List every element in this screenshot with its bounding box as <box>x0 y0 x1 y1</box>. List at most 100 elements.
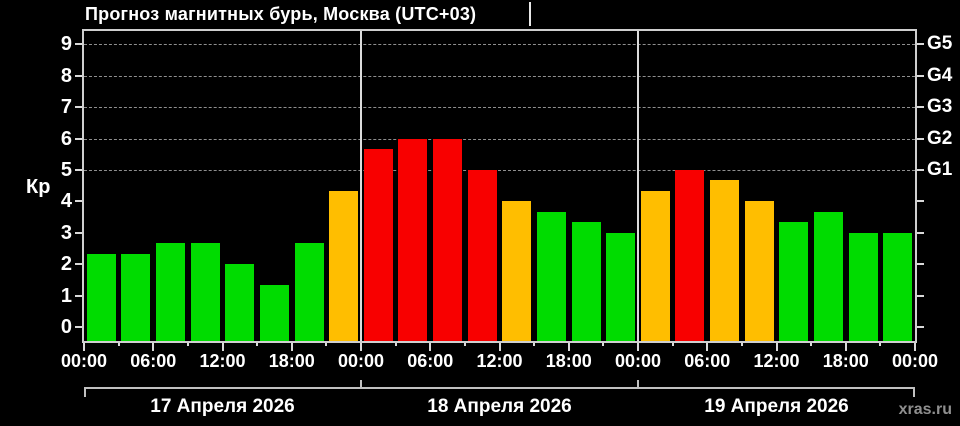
x-tick-minor <box>325 341 328 346</box>
g-scale-label: G3 <box>927 96 953 118</box>
x-tick-major <box>567 341 570 351</box>
y-tick-left <box>75 169 83 171</box>
x-tick-label: 06:00 <box>684 351 731 371</box>
date-ruler-day-tick <box>637 380 639 389</box>
g-scale-label: G1 <box>927 159 953 180</box>
y-tick-right <box>916 231 924 234</box>
y-tick-label: 9 <box>60 33 72 56</box>
kp-bar <box>848 232 878 341</box>
g-scale-label: G2 <box>927 127 953 149</box>
kp-bar <box>294 243 324 341</box>
x-tick-minor <box>810 341 813 346</box>
kp-bar <box>467 170 497 341</box>
x-tick-major <box>221 341 224 351</box>
x-tick-minor <box>463 341 466 346</box>
x-tick-label: 18:00 <box>268 351 315 371</box>
x-tick-label: 00:00 <box>614 351 662 371</box>
x-tick-minor <box>602 341 605 346</box>
y-tick-left <box>75 43 83 46</box>
kp-bar <box>363 148 393 341</box>
date-ruler-end-tick <box>84 387 86 397</box>
gridline-kp9 <box>84 44 915 46</box>
y-tick-right <box>916 263 924 266</box>
watermark: xras.ru <box>898 401 952 418</box>
date-label: 19 Апреля 2026 <box>704 396 849 417</box>
gridline-kp8 <box>84 75 915 77</box>
x-tick-label: 12:00 <box>199 351 246 371</box>
y-tick-right <box>916 137 924 140</box>
x-tick-major <box>83 341 85 351</box>
y-tick-label: 2 <box>60 253 72 276</box>
x-tick-major <box>844 341 847 351</box>
x-tick-minor <box>740 341 743 346</box>
x-tick-minor <box>117 341 120 346</box>
x-tick-label: 06:00 <box>130 351 177 371</box>
y-tick-left <box>75 137 83 140</box>
x-tick-label: 12:00 <box>753 351 800 371</box>
y-tick-left <box>75 200 83 203</box>
x-tick-label: 18:00 <box>822 351 869 371</box>
kp-bar <box>536 211 566 341</box>
x-tick-label: 12:00 <box>476 351 523 371</box>
x-tick-major <box>706 341 709 351</box>
kp-bar <box>225 264 255 341</box>
kp-bar <box>156 243 186 341</box>
kp-bar <box>710 180 740 341</box>
x-tick-minor <box>533 341 536 346</box>
day-separator <box>637 31 639 341</box>
kp-bar <box>640 191 670 341</box>
y-tick-label: 1 <box>60 284 72 307</box>
gridline-kp7 <box>84 107 915 109</box>
y-tick-right <box>916 326 924 328</box>
y-tick-label: 3 <box>60 221 72 244</box>
x-tick-minor <box>879 341 882 346</box>
x-tick-label: 00:00 <box>337 351 385 371</box>
kp-bar <box>86 253 116 341</box>
g-scale-label: G4 <box>927 64 953 86</box>
y-tick-right <box>916 74 924 77</box>
x-tick-major <box>152 341 155 351</box>
y-tick-right <box>916 106 924 109</box>
kp-bar <box>675 170 705 341</box>
x-tick-minor <box>256 341 259 346</box>
y-tick-label: 4 <box>60 190 72 213</box>
y-tick-left <box>75 263 83 266</box>
kp-bar <box>883 232 913 341</box>
x-tick-major <box>914 341 916 351</box>
text-cursor-caret <box>529 2 531 26</box>
date-ruler-end-tick <box>913 387 915 397</box>
kp-bar <box>744 201 774 341</box>
chart-title: Прогноз магнитных бурь, Москва (UTC+03) <box>85 4 477 24</box>
date-label: 17 Апреля 2026 <box>150 396 295 417</box>
y-tick-label: 6 <box>60 127 72 150</box>
x-tick-major <box>637 341 639 351</box>
date-ruler-day-tick <box>360 380 362 389</box>
y-tick-right <box>916 43 924 46</box>
y-tick-left <box>75 294 83 297</box>
g-scale-label: G5 <box>927 33 953 55</box>
y-tick-left <box>75 74 83 77</box>
kp-bar <box>779 222 809 341</box>
x-tick-minor <box>394 341 397 346</box>
gridline-kp6 <box>84 138 915 140</box>
kp-bar <box>190 243 220 341</box>
kp-bar <box>398 138 428 341</box>
y-tick-label: 7 <box>60 96 72 119</box>
y-tick-right <box>916 200 924 203</box>
kp-axis-title: Кр <box>26 176 51 198</box>
x-tick-major <box>290 341 293 351</box>
y-tick-left <box>75 106 83 109</box>
plot-area <box>84 31 915 341</box>
y-tick-right <box>916 294 924 297</box>
kp-bar <box>502 201 532 341</box>
x-tick-major <box>775 341 778 351</box>
x-tick-major <box>498 341 501 351</box>
x-tick-minor <box>186 341 189 346</box>
y-tick-label: 5 <box>60 159 72 181</box>
y-tick-label: 0 <box>60 316 72 338</box>
x-tick-label: 00:00 <box>891 351 939 371</box>
kp-bar <box>121 253 151 341</box>
date-ruler <box>84 387 915 389</box>
x-tick-label: 00:00 <box>60 351 108 371</box>
